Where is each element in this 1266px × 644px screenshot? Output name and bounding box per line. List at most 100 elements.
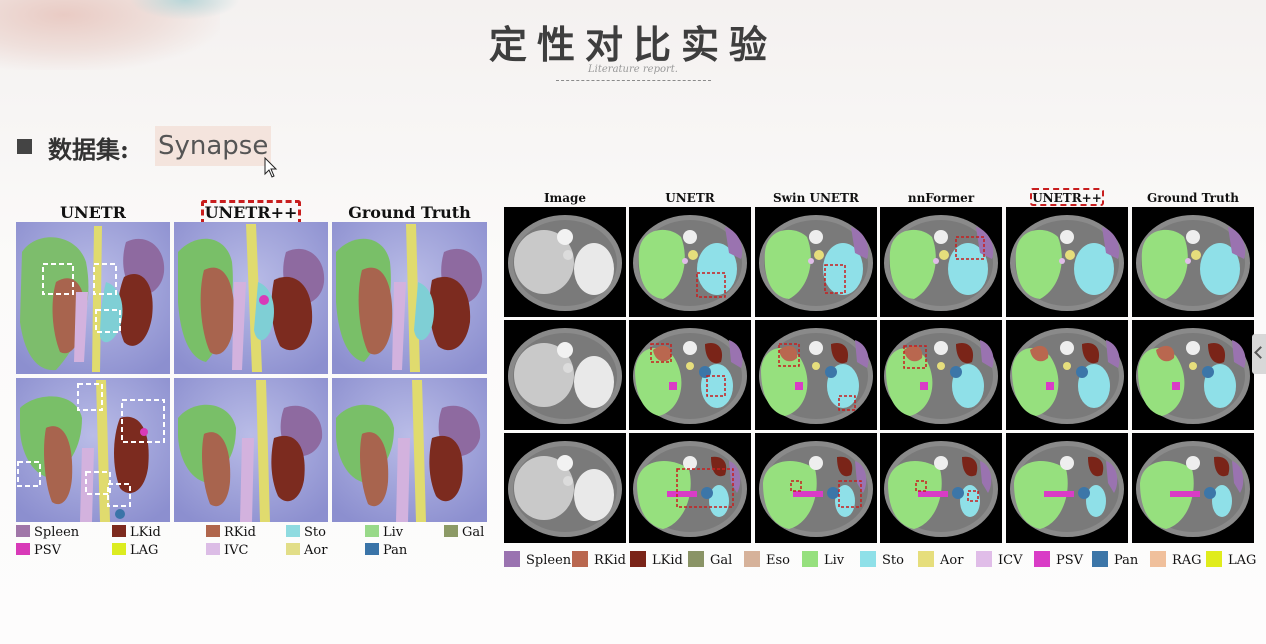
legend-swatch (630, 551, 646, 567)
ct-row1-unetrpp (1006, 207, 1128, 317)
legend-swatch (1150, 551, 1166, 567)
legend-label: RKid (224, 525, 256, 540)
right-legend-sto: Sto (860, 551, 904, 568)
right-highlight-box (1030, 188, 1104, 206)
right-legend-aor: Aor (918, 551, 963, 568)
ct-row1-unetr (629, 207, 751, 317)
collapse-sidebar-chevron-icon[interactable] (1252, 334, 1266, 374)
panel-unetrpp-back (174, 378, 328, 522)
legend-swatch (206, 525, 220, 537)
legend-label: PSV (1056, 553, 1084, 568)
legend-label: LKid (130, 525, 161, 540)
ct-row3-unetr (629, 433, 751, 543)
slide-subtitle: Literature report. (588, 64, 678, 75)
ct-row1-image (504, 207, 626, 317)
panel-unetr-back (16, 378, 170, 522)
right-legend-gal: Gal (688, 551, 732, 568)
right-legend-lag: LAG (1206, 551, 1256, 568)
ct-row2-unetrpp (1006, 320, 1128, 430)
legend-label: Gal (710, 553, 733, 568)
left-legend-sto: Sto (286, 525, 326, 540)
legend-label: Sto (304, 525, 326, 540)
legend-label: Aor (304, 543, 328, 558)
legend-label: RKid (594, 553, 626, 568)
right-legend-lkid: LKid (630, 551, 683, 568)
right-header-swin-unetr: Swin UNETR (773, 191, 859, 205)
left-header-ground-truth: Ground Truth (348, 203, 471, 222)
right-header-unetrpp: UNETR++ (1032, 191, 1102, 205)
left-legend-lag: LAG (112, 543, 158, 558)
mouse-cursor-icon (264, 157, 278, 178)
ct-row1-swin-unetr (755, 207, 877, 317)
legend-swatch (16, 525, 30, 537)
legend-label: ICV (998, 553, 1023, 568)
left-legend-lkid: LKid (112, 525, 161, 540)
legend-label: IVC (224, 543, 249, 558)
right-header-ground-truth: Ground Truth (1147, 191, 1239, 205)
dataset-label: 数据集: (48, 135, 129, 164)
legend-swatch (286, 543, 300, 555)
legend-swatch (572, 551, 588, 567)
legend-label: LAG (130, 543, 159, 558)
right-legend-icv: ICV (976, 551, 1022, 568)
panel-unetrpp-front (174, 222, 328, 374)
legend-swatch (860, 551, 876, 567)
right-legend-eso: Eso (744, 551, 790, 568)
legend-label: LKid (652, 553, 683, 568)
ct-row2-image (504, 320, 626, 430)
ct-row2-ground-truth (1132, 320, 1254, 430)
legend-label: Liv (824, 553, 845, 568)
legend-swatch (16, 543, 30, 555)
panel-ground-truth-back (332, 378, 487, 522)
legend-swatch (112, 525, 126, 537)
dataset-name-highlight[interactable]: Synapse (155, 126, 272, 166)
ct-row2-swin-unetr (755, 320, 877, 430)
left-header-unetrpp: UNETR++ (204, 203, 298, 222)
legend-swatch (1206, 551, 1222, 567)
right-legend-rag: RAG (1150, 551, 1202, 568)
ct-row2-unetr (629, 320, 751, 430)
left-legend-aor: Aor (286, 543, 327, 558)
left-legend-ivc: IVC (206, 543, 248, 558)
right-legend-spleen: Spleen (504, 551, 571, 568)
legend-swatch (976, 551, 992, 567)
legend-label: Spleen (526, 553, 572, 568)
subtitle-divider (556, 80, 711, 81)
right-legend-pan: Pan (1092, 551, 1138, 568)
legend-label: Spleen (34, 525, 80, 540)
ct-row3-image (504, 433, 626, 543)
legend-swatch (1092, 551, 1108, 567)
left-legend-pan: Pan (365, 543, 407, 558)
legend-swatch (365, 543, 379, 555)
legend-swatch (365, 525, 379, 537)
left-3d-panels (16, 222, 487, 522)
legend-swatch (286, 525, 300, 537)
left-header-unetr: UNETR (60, 203, 126, 222)
bullet-square-icon (17, 139, 32, 154)
legend-swatch (688, 551, 704, 567)
legend-swatch (918, 551, 934, 567)
legend-swatch (112, 543, 126, 555)
left-legend-spleen: Spleen (16, 525, 79, 540)
right-header-nnformer: nnFormer (907, 191, 975, 205)
right-header-image: Image (543, 191, 587, 205)
legend-swatch (504, 551, 520, 567)
ct-row1-ground-truth (1132, 207, 1254, 317)
right-legend-liv: Liv (802, 551, 844, 568)
slide-title: 定性对比实验 (488, 22, 777, 67)
watercolor-decoration-accent (130, 0, 240, 20)
legend-swatch (744, 551, 760, 567)
legend-swatch (444, 525, 458, 537)
legend-label: LAG (1228, 553, 1257, 568)
legend-label: Eso (766, 553, 790, 568)
legend-label: Gal (462, 525, 485, 540)
legend-label: RAG (1172, 553, 1202, 568)
ct-row3-ground-truth (1132, 433, 1254, 543)
panel-unetr-front (16, 222, 170, 374)
panel-ground-truth-front (332, 222, 487, 374)
legend-swatch (206, 543, 220, 555)
right-legend-psv: PSV (1034, 551, 1083, 568)
ct-row3-nnformer (880, 433, 1002, 543)
right-legend-rkid: RKid (572, 551, 626, 568)
ct-row3-unetrpp (1006, 433, 1128, 543)
